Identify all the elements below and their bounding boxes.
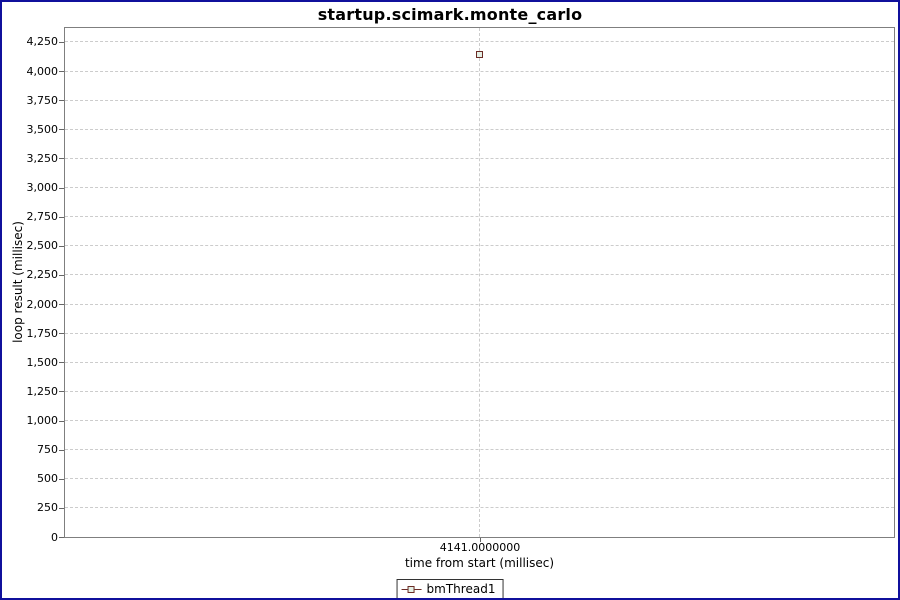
y-tick-mark <box>59 187 64 189</box>
y-tick-label: 2,750 <box>26 210 59 224</box>
legend: bmThread1 <box>396 579 504 598</box>
y-tick-mark <box>59 478 64 480</box>
y-tick-mark <box>59 391 64 393</box>
y-tick-mark <box>59 41 64 43</box>
y-tick-mark <box>59 216 64 218</box>
chart-title: startup.scimark.monte_carlo <box>317 5 583 24</box>
x-tick-label: 4141.0000000 <box>439 541 521 554</box>
y-tick-mark <box>59 420 64 422</box>
y-tick-mark <box>59 537 64 538</box>
data-point-marker <box>476 51 483 59</box>
series-square-marker-icon <box>407 585 415 593</box>
y-tick-mark <box>59 245 64 247</box>
y-tick-label: 4,250 <box>26 35 59 49</box>
y-tick-label: 2,500 <box>26 239 59 253</box>
plot-area <box>64 27 895 538</box>
y-tick-label: 500 <box>37 472 58 486</box>
y-tick-label: 3,250 <box>26 151 59 165</box>
y-tick-label: 3,750 <box>26 93 59 107</box>
y-tick-mark <box>59 507 64 509</box>
legend-label: bmThread1 <box>426 582 496 596</box>
y-tick-mark <box>59 362 64 364</box>
y-tick-mark <box>59 274 64 276</box>
y-tick-label: 1,750 <box>26 326 59 340</box>
x-axis-title: time from start (millisec) <box>404 556 555 570</box>
y-tick-mark <box>59 158 64 160</box>
y-tick-label: 1,500 <box>26 355 59 369</box>
y-tick-mark <box>59 100 64 102</box>
y-tick-label: 250 <box>37 501 58 515</box>
y-tick-label: 4,000 <box>26 64 59 78</box>
y-tick-mark <box>59 71 64 73</box>
x-tick-mark <box>479 538 481 542</box>
y-tick-label: 3,000 <box>26 181 59 195</box>
y-tick-label: 750 <box>37 443 58 457</box>
y-tick-label: 0 <box>51 530 58 544</box>
y-tick-label: 3,500 <box>26 122 59 136</box>
y-tick-label: 2,000 <box>26 297 59 311</box>
y-tick-label: 1,000 <box>26 414 59 428</box>
y-tick-label: 1,250 <box>26 384 59 398</box>
y-tick-mark <box>59 129 64 131</box>
series-line-marker-icon <box>401 585 422 594</box>
v-gridline <box>479 28 480 537</box>
y-tick-mark <box>59 304 64 306</box>
y-tick-mark <box>59 449 64 451</box>
y-tick-mark <box>59 333 64 335</box>
y-tick-label: 2,250 <box>26 268 59 282</box>
